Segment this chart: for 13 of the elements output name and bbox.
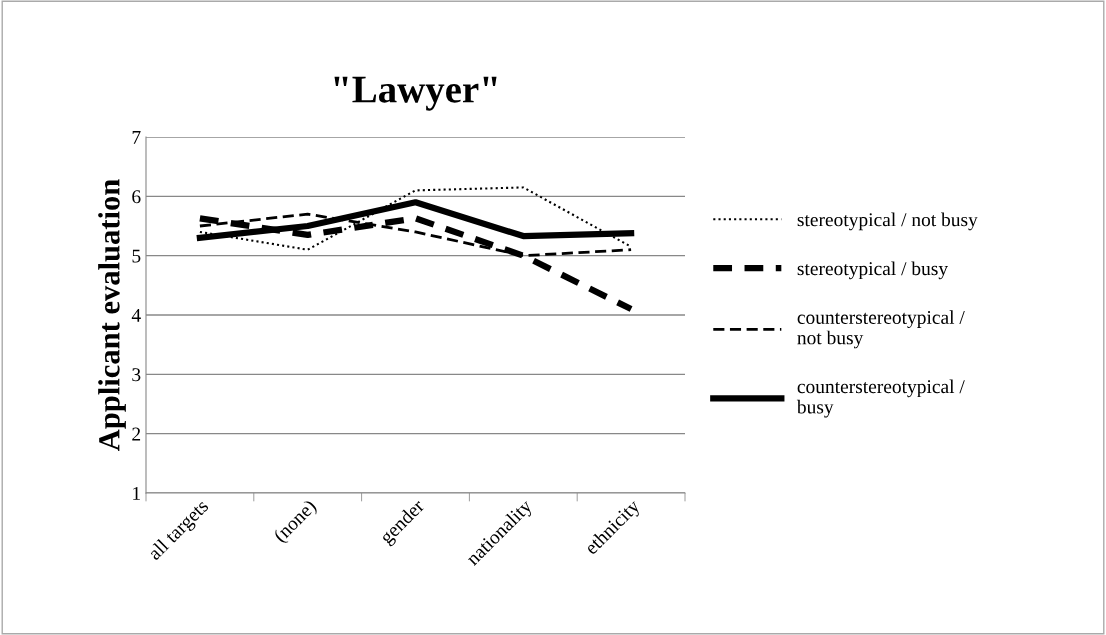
y-tick-label: 4: [131, 308, 141, 322]
y-tick-label: 1: [133, 486, 140, 500]
legend-label: counterstereotypical / not busy: [797, 310, 965, 349]
legend-label: stereotypical / busy: [797, 261, 949, 280]
y-tick-label: 6: [132, 190, 141, 204]
chart-title: "Lawyer": [334, 76, 497, 111]
y-axis-title: Applicant evaluation: [98, 179, 126, 451]
y-tick-label: 7: [132, 131, 141, 144]
legend-label: counterstereotypical / busy: [796, 379, 965, 418]
y-tick-label: 3: [132, 368, 141, 382]
y-tick-label: 5: [132, 249, 141, 263]
legend-label: stereotypical / not busy: [797, 212, 978, 231]
y-tick-label: 2: [132, 427, 141, 441]
